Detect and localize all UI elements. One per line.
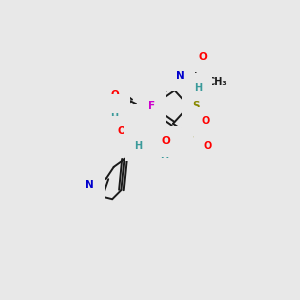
Text: O: O	[203, 141, 212, 151]
Text: N: N	[138, 125, 147, 135]
Text: O: O	[162, 136, 170, 146]
Text: H: H	[160, 150, 169, 160]
Text: F: F	[144, 114, 151, 124]
Text: N: N	[176, 71, 184, 81]
Text: O: O	[199, 52, 207, 62]
Text: S: S	[192, 130, 200, 140]
Text: H: H	[194, 82, 202, 93]
Text: F: F	[148, 101, 155, 111]
Text: H: H	[110, 113, 118, 123]
Text: CH₃: CH₃	[207, 77, 227, 87]
Text: O: O	[202, 116, 210, 127]
Text: F: F	[142, 130, 150, 140]
Text: O: O	[111, 89, 120, 100]
Text: N: N	[111, 104, 120, 114]
Text: N: N	[147, 108, 156, 118]
Text: O: O	[118, 127, 127, 136]
Text: N: N	[165, 138, 173, 148]
Text: N: N	[134, 131, 143, 141]
Text: N: N	[147, 94, 156, 104]
Text: S: S	[192, 101, 200, 111]
Text: N: N	[85, 180, 94, 190]
Text: H: H	[134, 141, 142, 151]
